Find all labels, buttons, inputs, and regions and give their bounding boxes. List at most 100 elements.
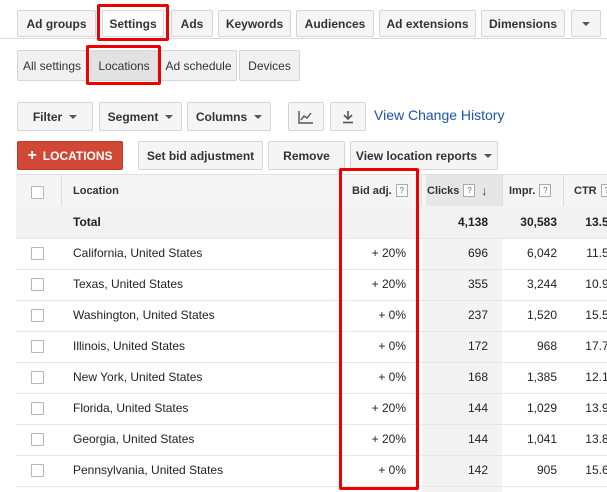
clicks-cell: 144	[467, 432, 488, 446]
ctr-cell: 13.83%	[585, 432, 607, 446]
tab-ad-extensions[interactable]: Ad extensions	[379, 10, 476, 37]
chart-toggle-button[interactable]	[288, 102, 324, 131]
tab-ads[interactable]: Ads	[171, 10, 213, 37]
bid-adj-cell[interactable]: + 0%	[378, 463, 406, 477]
row-checkbox[interactable]	[31, 278, 44, 291]
table-total-row: Total 4,138 30,583 13.53%	[16, 207, 607, 239]
help-icon[interactable]: ?	[539, 184, 552, 197]
table-row[interactable]: Washington, United States + 0% 237 1,520…	[16, 300, 607, 332]
ctr-cell: 12.13%	[585, 370, 607, 384]
bid-adj-cell[interactable]: + 0%	[378, 308, 406, 322]
ctr-cell: 15.69%	[585, 463, 607, 477]
filter-button[interactable]: Filter	[17, 102, 93, 131]
set-bid-adjustment-button[interactable]: Set bid adjustment	[138, 141, 263, 170]
ctr-cell: 11.52%	[586, 246, 607, 260]
help-icon[interactable]: ?	[600, 184, 607, 197]
column-header-impr[interactable]: Impr.?	[509, 175, 552, 206]
ctr-cell: 10.94%	[585, 277, 607, 291]
subtab-label: Locations	[98, 58, 150, 73]
row-checkbox[interactable]	[31, 340, 44, 353]
columns-label: Columns	[195, 109, 248, 124]
tab-keywords[interactable]: Keywords	[218, 10, 291, 37]
table-row[interactable]: Pennsylvania, United States + 0% 142 905…	[16, 455, 607, 487]
table-row[interactable]: California, United States + 20% 696 6,04…	[16, 238, 607, 270]
columns-button[interactable]: Columns	[187, 102, 271, 131]
subtab-devices[interactable]: Devices	[239, 50, 300, 81]
bid-adj-cell[interactable]: + 20%	[371, 277, 406, 291]
location-cell: Florida, United States	[73, 401, 189, 415]
bid-adj-cell[interactable]: + 0%	[378, 339, 406, 353]
table-row[interactable]: Georgia, United States + 20% 144 1,041 1…	[16, 424, 607, 456]
bid-adj-cell[interactable]: + 20%	[371, 246, 406, 260]
total-impr: 30,583	[520, 215, 557, 229]
column-header-bid-adj[interactable]: Bid adj.?	[352, 175, 408, 206]
download-button[interactable]	[330, 102, 366, 131]
location-cell: New York, United States	[73, 370, 203, 384]
row-checkbox[interactable]	[31, 371, 44, 384]
chevron-down-icon	[582, 21, 590, 26]
tab-label: Keywords	[225, 16, 284, 31]
set-bid-adjustment-label: Set bid adjustment	[146, 148, 255, 163]
column-header-location[interactable]: Location	[73, 175, 119, 206]
location-cell: California, United States	[73, 246, 203, 260]
column-header-clicks[interactable]: Clicks? ↓	[426, 175, 503, 206]
row-checkbox[interactable]	[31, 309, 44, 322]
clicks-cell: 142	[467, 463, 488, 477]
remove-button[interactable]: Remove	[268, 141, 345, 170]
line-chart-icon	[298, 110, 313, 124]
location-cell: Washington, United States	[73, 308, 215, 322]
impr-cell: 1,029	[526, 401, 557, 415]
view-change-history-link[interactable]: View Change History	[374, 107, 505, 123]
bid-adj-cell[interactable]: + 20%	[371, 432, 406, 446]
add-locations-button[interactable]: + LOCATIONS	[17, 141, 123, 170]
row-checkbox[interactable]	[31, 464, 44, 477]
ctr-cell: 15.59%	[585, 308, 607, 322]
chevron-down-icon	[69, 114, 78, 119]
clicks-cell: 144	[467, 401, 488, 415]
impr-cell: 968	[536, 339, 557, 353]
bid-adj-cell[interactable]: + 20%	[371, 401, 406, 415]
more-tabs-button[interactable]	[571, 10, 601, 37]
highlight-bid-adj-column	[339, 168, 419, 490]
column-divider	[61, 175, 62, 206]
bid-adj-header-label: Bid adj.	[352, 184, 392, 197]
clicks-cell: 696	[467, 246, 488, 260]
help-icon[interactable]: ?	[463, 184, 476, 197]
select-all-checkbox[interactable]	[31, 186, 44, 199]
plus-icon: +	[27, 146, 37, 164]
impr-cell: 1,385	[526, 370, 557, 384]
tab-label: Ad groups	[26, 16, 87, 31]
tab-audiences[interactable]: Audiences	[296, 10, 374, 37]
impr-cell: 905	[536, 463, 557, 477]
row-checkbox[interactable]	[31, 433, 44, 446]
tab-dimensions[interactable]: Dimensions	[481, 10, 565, 37]
table-row[interactable]: Texas, United States + 20% 355 3,244 10.…	[16, 269, 607, 301]
remove-label: Remove	[283, 148, 330, 163]
location-cell: Pennsylvania, United States	[73, 463, 224, 477]
tabs-divider	[0, 38, 607, 39]
column-header-ctr[interactable]: CTR?	[574, 175, 607, 206]
tab-settings[interactable]: Settings	[102, 10, 164, 37]
view-location-reports-button[interactable]: View location reports	[350, 141, 498, 170]
subtab-all-settings[interactable]: All settings	[17, 50, 87, 81]
bid-adj-cell[interactable]: + 0%	[378, 370, 406, 384]
segment-button[interactable]: Segment	[99, 102, 182, 131]
view-location-reports-label: View location reports	[355, 148, 478, 163]
table-row[interactable]: New York, United States + 0% 168 1,385 1…	[16, 362, 607, 394]
subtab-locations[interactable]: Locations	[90, 50, 158, 81]
subtab-label: All settings	[22, 58, 82, 73]
impr-cell: 1,041	[526, 432, 557, 446]
help-icon[interactable]: ?	[395, 184, 408, 197]
row-checkbox[interactable]	[31, 247, 44, 260]
column-divider	[502, 175, 503, 206]
table-row[interactable]: Florida, United States + 20% 144 1,029 1…	[16, 393, 607, 425]
impr-header-label: Impr.	[509, 184, 536, 197]
sort-descending-icon: ↓	[481, 183, 488, 198]
subtab-ad-schedule[interactable]: Ad schedule	[160, 50, 237, 81]
table-row[interactable]: Illinois, United States + 0% 172 968 17.…	[16, 331, 607, 363]
tab-label: Audiences	[304, 16, 366, 31]
tab-ad-groups[interactable]: Ad groups	[17, 10, 96, 37]
row-checkbox[interactable]	[31, 402, 44, 415]
location-cell: Illinois, United States	[73, 339, 186, 353]
chevron-down-icon	[165, 114, 174, 119]
